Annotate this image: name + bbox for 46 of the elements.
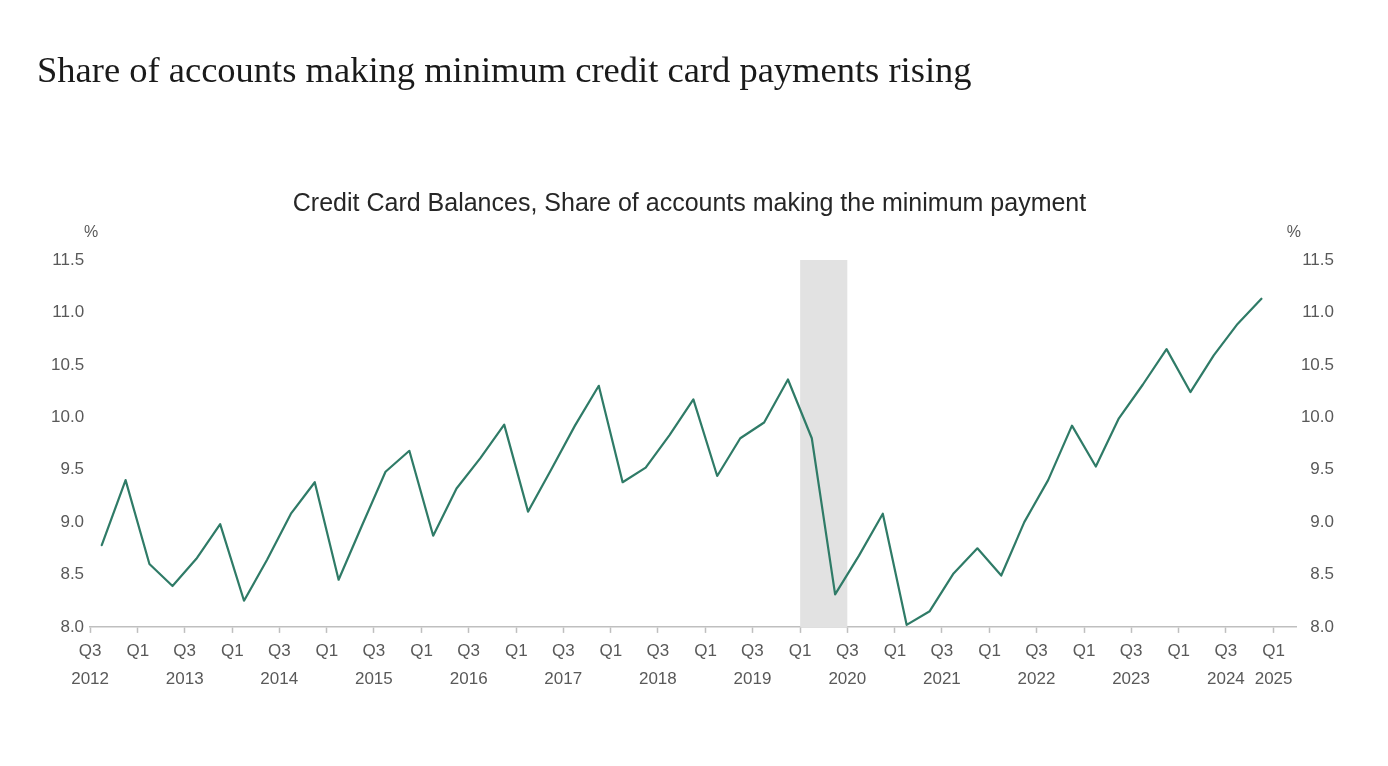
y-tick-label: 11.5 (52, 249, 85, 269)
y2-tick-label: 9.5 (1310, 459, 1334, 479)
x-tick-label: Q3 2012 (71, 641, 109, 688)
x-tick-label: Q3 2019 (733, 641, 772, 688)
x-tick-label: Q3 2015 (354, 641, 393, 688)
x-tick-label: Q1 (1167, 641, 1191, 661)
x-tick-label: Q3 2017 (544, 641, 583, 688)
x-tick-label: Q1 (599, 641, 623, 661)
y2-tick-label: 9.0 (1310, 511, 1334, 531)
y-tick-label: 9.5 (60, 459, 85, 479)
x-tick-label: Q1 (978, 641, 1001, 661)
x-tick-label: Q1 (410, 641, 433, 661)
chart-subtitle: Credit Card Balances, Share of accounts making the minimum payment (292, 187, 1087, 216)
x-tick-label: Q3 2013 (165, 641, 204, 688)
chart-title: Share of accounts making minimum credit card payments rising (37, 49, 972, 91)
x-tick-label: Q3 2014 (260, 641, 299, 688)
y-tick-label: 8.0 (60, 616, 85, 636)
y2-tick-label: 8.5 (1310, 564, 1334, 584)
x-tick-label: Q1 (126, 641, 150, 661)
x-tick-label: Q1 (788, 641, 812, 661)
x-tick-label: Q3 2020 (828, 641, 867, 688)
x-tick-label: Q3 2024 (1206, 641, 1245, 688)
y2-tick-label: 8.0 (1310, 616, 1334, 636)
x-tick-label: Q3 2018 (638, 641, 677, 688)
y2-tick-label: 11.0 (1302, 302, 1334, 322)
y2-tick-label: 10.5 (1300, 354, 1334, 374)
x-tick-label: Q1 (315, 641, 339, 661)
y2-tick-label: 11.5 (1302, 249, 1334, 269)
x-tick-label: Q1 (694, 641, 717, 661)
x-tick-label: Q1 (883, 641, 907, 661)
x-tick-label: Q3 2023 (1112, 641, 1150, 688)
y-tick-label: 10.5 (50, 354, 85, 374)
y-tick-label: 10.0 (50, 406, 85, 426)
x-tick-label: Q1 (505, 641, 528, 661)
x-tick-label: Q1 2025 (1254, 641, 1293, 688)
x-tick-label: Q1 (1072, 641, 1096, 661)
y2-tick-label: 10.0 (1300, 406, 1334, 426)
y-axis-title: % (83, 223, 99, 241)
x-tick-label: Q1 (221, 641, 244, 661)
y-tick-label: 11.0 (52, 302, 85, 322)
y2-axis-title: % (1286, 223, 1302, 241)
y-tick-label: 8.5 (60, 564, 85, 584)
x-tick-label: Q3 2016 (449, 641, 488, 688)
x-tick-label: Q3 2022 (1017, 641, 1056, 688)
x-tick-label: Q3 2021 (922, 641, 961, 688)
y-tick-label: 9.0 (60, 511, 85, 531)
